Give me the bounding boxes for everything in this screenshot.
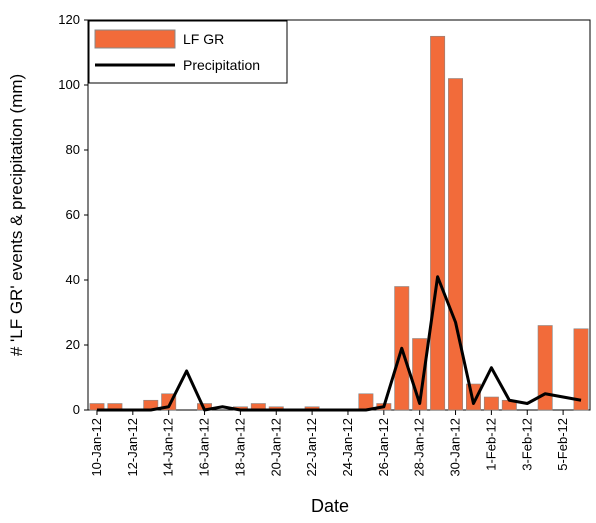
line <box>96 275 582 412</box>
x-tick-label: 26-Jan-12 <box>376 418 391 477</box>
y-tick-label: 60 <box>66 207 80 222</box>
bar <box>573 328 589 411</box>
x-tick-label: 18-Jan-12 <box>232 418 247 477</box>
legend-swatch <box>94 29 176 49</box>
y-tick-label: 0 <box>73 402 80 417</box>
x-tick-label: 1-Feb-12 <box>483 418 498 471</box>
bar <box>483 396 499 411</box>
x-tick-label: 24-Jan-12 <box>340 418 355 477</box>
x-tick-label: 12-Jan-12 <box>125 418 140 477</box>
y-tick-label: 80 <box>66 142 80 157</box>
x-tick-label: 10-Jan-12 <box>89 418 104 477</box>
x-axis-label: Date <box>311 496 349 516</box>
x-tick-label: 22-Jan-12 <box>304 418 319 477</box>
y-tick-label: 120 <box>58 12 80 27</box>
x-tick-label: 28-Jan-12 <box>412 418 427 477</box>
y-tick-label: 20 <box>66 337 80 352</box>
x-tick-label: 3-Feb-12 <box>519 418 534 471</box>
x-tick-label: 14-Jan-12 <box>161 418 176 477</box>
y-axis-label: # 'LF GR' events & precipitation (mm) <box>7 74 26 356</box>
bar <box>358 393 374 411</box>
legend-label: Precipitation <box>183 57 260 73</box>
legend-label: LF GR <box>183 31 224 47</box>
x-tick-label: 30-Jan-12 <box>448 418 463 477</box>
bar <box>448 78 464 411</box>
x-tick-label: 20-Jan-12 <box>268 418 283 477</box>
bar <box>89 403 105 411</box>
x-tick-label: 16-Jan-12 <box>197 418 212 477</box>
bar <box>537 325 553 411</box>
bar <box>430 35 446 411</box>
y-tick-label: 40 <box>66 272 80 287</box>
x-tick-label: 5-Feb-12 <box>555 418 570 471</box>
y-tick-label: 100 <box>58 77 80 92</box>
